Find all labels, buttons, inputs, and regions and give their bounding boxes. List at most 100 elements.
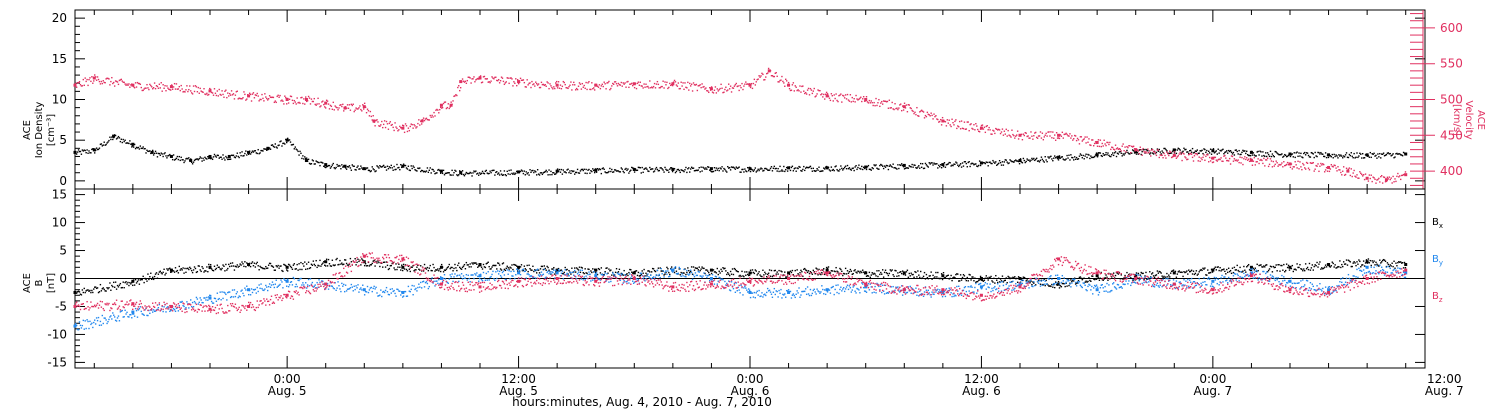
trace-dot-bx: [1192, 270, 1195, 272]
trace-dot-velocity: [386, 123, 389, 125]
trace-dot-velocity: [1335, 167, 1337, 169]
trace-dot-bx: [390, 264, 392, 267]
trace-dot-velocity: [1013, 134, 1015, 137]
trace-dot-bx: [545, 269, 547, 271]
trace-dot-bx: [446, 267, 449, 269]
trace-dot-bx: [570, 273, 572, 275]
trace-dot-ion-density: [331, 164, 334, 166]
trace-dot-velocity: [256, 92, 258, 95]
trace-dot-ion-density: [1051, 158, 1053, 160]
trace-dot-velocity: [221, 90, 223, 92]
trace-dot-bx: [1197, 273, 1199, 275]
trace-dot-velocity: [684, 82, 686, 84]
trace-dot-velocity: [434, 115, 436, 117]
trace-dot-velocity: [808, 94, 811, 96]
trace-dot-bx: [224, 270, 226, 272]
x-tick-date-label: Aug. 7: [1425, 384, 1464, 398]
trace-dot-by: [113, 314, 115, 316]
trace-dot-velocity: [573, 81, 575, 84]
trace-dot-ion-density: [1177, 147, 1179, 150]
trace-dot-bx: [1326, 263, 1329, 265]
trace-dot-ion-density: [790, 166, 793, 169]
trace-dot-by: [324, 288, 327, 290]
trace-dot-bx: [920, 270, 922, 273]
trace-dot-by: [187, 303, 189, 305]
data-point-by: [787, 290, 791, 294]
trace-dot-bx: [552, 268, 554, 270]
trace-dot-velocity: [138, 82, 141, 85]
trace-dot-bx: [809, 271, 812, 273]
trace-dot-velocity: [1346, 169, 1349, 171]
trace-dot-bx: [1107, 279, 1109, 281]
trace-dot-ion-density: [1351, 155, 1353, 158]
trace-dot-bx: [181, 269, 183, 271]
trace-dot-bx: [551, 268, 553, 270]
trace-dot-bx: [576, 268, 579, 270]
trace-dot-ion-density: [920, 162, 922, 165]
trace-dot-velocity: [843, 97, 846, 99]
trace-dot-bx: [1377, 264, 1379, 266]
trace-dot-bx: [76, 291, 79, 293]
trace-dot-velocity: [919, 111, 921, 113]
trace-dot-bx: [1081, 278, 1083, 281]
trace-dot-bx: [1270, 266, 1273, 268]
trace-dot-ion-density: [98, 147, 101, 149]
trace-dot-velocity: [1224, 154, 1226, 157]
trace-dot-bx: [780, 270, 782, 272]
trace-dot-ion-density: [930, 162, 932, 164]
trace-dot-velocity: [520, 79, 523, 81]
trace-dot-bx: [722, 267, 724, 269]
trace-dot-ion-density: [941, 164, 944, 166]
trace-dot-bx: [485, 263, 488, 265]
trace-dot-velocity: [275, 101, 277, 104]
trace-dot-bx: [1062, 282, 1064, 285]
trace-dot-velocity: [612, 82, 614, 85]
trace-dot-velocity: [1032, 138, 1034, 140]
trace-dot-bx: [438, 270, 440, 272]
trace-dot-bx: [1193, 273, 1196, 276]
trace-dot-velocity: [701, 83, 703, 85]
trace-dot-velocity: [1247, 158, 1250, 160]
trace-dot-ion-density: [1298, 152, 1300, 154]
trace-dot-ion-density: [806, 166, 809, 169]
trace-dot-velocity: [764, 78, 766, 81]
trace-dot-ion-density: [920, 166, 923, 168]
trace-dot-by: [134, 307, 137, 310]
trace-dot-bx: [791, 269, 794, 272]
trace-dot-velocity: [164, 85, 166, 87]
trace-dot-ion-density: [953, 163, 955, 165]
trace-dot-velocity: [108, 78, 110, 80]
data-point-velocity: [478, 76, 482, 80]
trace-dot-velocity: [574, 84, 576, 86]
trace-dot-bx: [815, 267, 817, 269]
trace-dot-ion-density: [1018, 163, 1021, 165]
trace-dot-velocity: [281, 99, 283, 101]
trace-dot-ion-density: [241, 151, 243, 153]
trace-dot-ion-density: [190, 161, 193, 163]
trace-dot-ion-density: [771, 170, 774, 172]
trace-dot-bx: [1186, 270, 1188, 272]
trace-dot-velocity: [795, 86, 797, 88]
trace-dot-bx: [941, 278, 944, 281]
trace-dot-ion-density: [551, 173, 553, 176]
trace-dot-velocity: [671, 84, 674, 87]
trace-dot-velocity: [511, 78, 513, 80]
trace-dot-bx: [1135, 272, 1138, 274]
trace-dot-velocity: [487, 81, 489, 83]
trace-dot-bx: [1374, 264, 1376, 266]
trace-dot-bx: [191, 271, 194, 274]
trace-dot-velocity: [1174, 155, 1177, 157]
trace-dot-ion-density: [472, 172, 474, 174]
trace-dot-bx: [85, 290, 87, 292]
trace-dot-by: [278, 284, 280, 287]
trace-dot-bx: [1305, 268, 1308, 270]
trace-dot-velocity: [751, 87, 754, 90]
trace-dot-ion-density: [1395, 153, 1397, 155]
trace-dot-ion-density: [367, 169, 370, 172]
trace-dot-velocity: [470, 82, 472, 84]
trace-dot-velocity: [771, 75, 774, 77]
trace-dot-ion-density: [345, 168, 348, 170]
trace-dot-velocity: [207, 94, 209, 96]
trace-dot-ion-density: [210, 157, 213, 159]
trace-dot-velocity: [443, 101, 446, 103]
